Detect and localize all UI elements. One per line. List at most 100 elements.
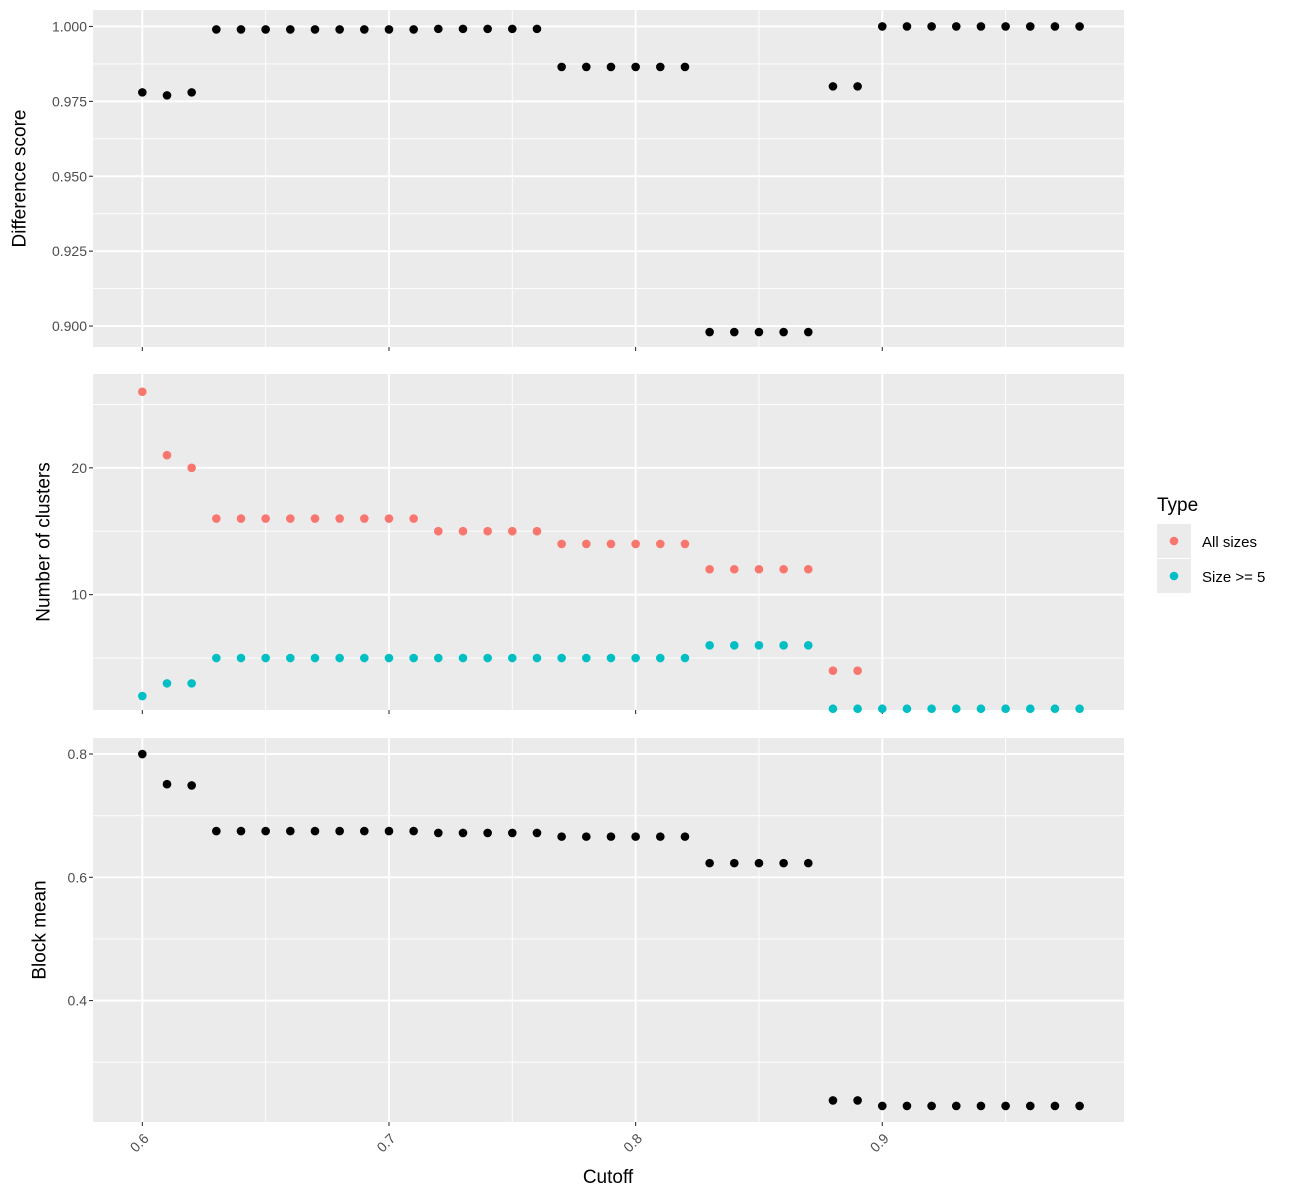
data-point-all-sizes [828,666,838,675]
data-point-size-5 [976,704,986,714]
data-point-size-5 [655,653,665,663]
data-point-size-5 [557,653,566,663]
data-point-all-sizes [335,514,344,523]
data-point-all-sizes [483,526,492,536]
data-point-series [582,62,591,72]
data-point-all-sizes [754,564,764,574]
data-point-size-5 [754,641,764,650]
data-point-all-sizes [532,526,542,536]
data-point-series [951,22,961,31]
data-point-series [853,1096,862,1105]
data-point-series [1075,1101,1084,1111]
data-point-size-5 [483,653,492,663]
data-point-all-sizes [360,514,369,523]
data-point-series [877,1101,887,1111]
data-point-series [976,1101,986,1111]
y-tick-label: 0.8 [68,746,88,762]
data-point-series [803,858,813,868]
panel-1: 0.900 0.925 0.950 0.975 1.000 Difference scor… [10,10,1124,351]
data-point-series [779,327,788,337]
x-tick-label: 0.8 [620,1130,645,1155]
data-point-size-5 [779,641,788,650]
data-point-series [1025,1101,1035,1111]
data-point-size-5 [606,653,616,663]
data-point-series [1001,1101,1010,1111]
data-point-series [310,25,320,34]
data-point-series [680,832,690,841]
data-point-size-5 [508,653,517,663]
data-point-series [754,858,764,868]
data-point-series [729,858,739,868]
y-tick-label: 10 [71,587,87,603]
data-point-series [483,828,492,838]
data-point-series [803,327,813,337]
data-point-all-sizes [434,526,443,536]
data-point-series [360,25,369,34]
legend-title: Type [1157,495,1198,516]
data-point-series [705,327,714,337]
data-point-all-sizes [409,514,418,523]
data-point-size-5 [902,704,912,714]
data-point-all-sizes [384,514,394,523]
data-point-size-5 [310,653,320,663]
data-point-size-5 [335,653,344,663]
y-tick-label: 0.925 [52,243,87,259]
data-point-size-5 [384,653,394,663]
data-point-series [335,25,344,34]
data-point-series [458,24,468,34]
data-point-series [902,22,912,31]
data-point-all-sizes [680,539,690,549]
data-point-series [631,832,640,841]
data-point-series [384,826,394,836]
data-point-series [310,826,320,836]
data-point-size-5 [434,653,443,663]
legend-label-size-ge-5: Size >= 5 [1202,569,1265,586]
data-point-size-5 [532,653,542,663]
data-point-series [853,82,862,91]
x-tick-label: 0.7 [373,1130,398,1155]
data-point-series [877,22,887,31]
data-point-size-5 [1001,704,1010,714]
panel-background [93,10,1124,347]
data-point-series [779,858,788,868]
data-point-all-sizes [705,564,714,574]
data-point-series [729,327,739,337]
panel-2: 10 20 Number of clusters [34,374,1124,714]
data-point-size-5 [138,691,147,701]
y-axis-title: Block mean [30,880,51,979]
data-point-size-5 [680,653,690,663]
data-point-size-5 [582,653,591,663]
data-point-series [828,1096,838,1105]
data-point-all-sizes [606,539,616,549]
data-point-series [236,826,246,836]
data-point-series [828,82,838,91]
data-point-series [335,826,344,836]
data-point-size-5 [1025,704,1035,714]
panels-group: 0.900 0.925 0.950 0.975 1.000 Difference scor… [10,10,1124,1126]
data-point-series [261,25,270,34]
y-tick-label: 0.975 [52,93,87,109]
data-point-series [409,25,418,34]
y-tick-label: 0.900 [52,318,87,334]
data-point-all-sizes [286,514,295,523]
data-point-size-5 [729,641,739,650]
data-point-size-5 [162,679,172,688]
data-point-series [754,327,764,337]
data-point-all-sizes [557,539,566,549]
data-point-series [162,91,172,100]
data-point-all-sizes [803,564,813,574]
data-point-series [582,832,591,841]
data-point-size-5 [458,653,468,663]
data-point-series [434,24,443,34]
data-point-size-5 [853,704,862,714]
data-point-series [976,22,986,31]
data-point-series [162,779,172,789]
data-point-series [951,1101,961,1111]
y-tick-label: 0.950 [52,168,87,184]
legend-key-size-ge-5 [1169,571,1179,581]
data-point-series [532,24,542,34]
data-point-series [508,24,517,34]
data-point-series [434,828,443,838]
data-point-series [606,62,616,72]
